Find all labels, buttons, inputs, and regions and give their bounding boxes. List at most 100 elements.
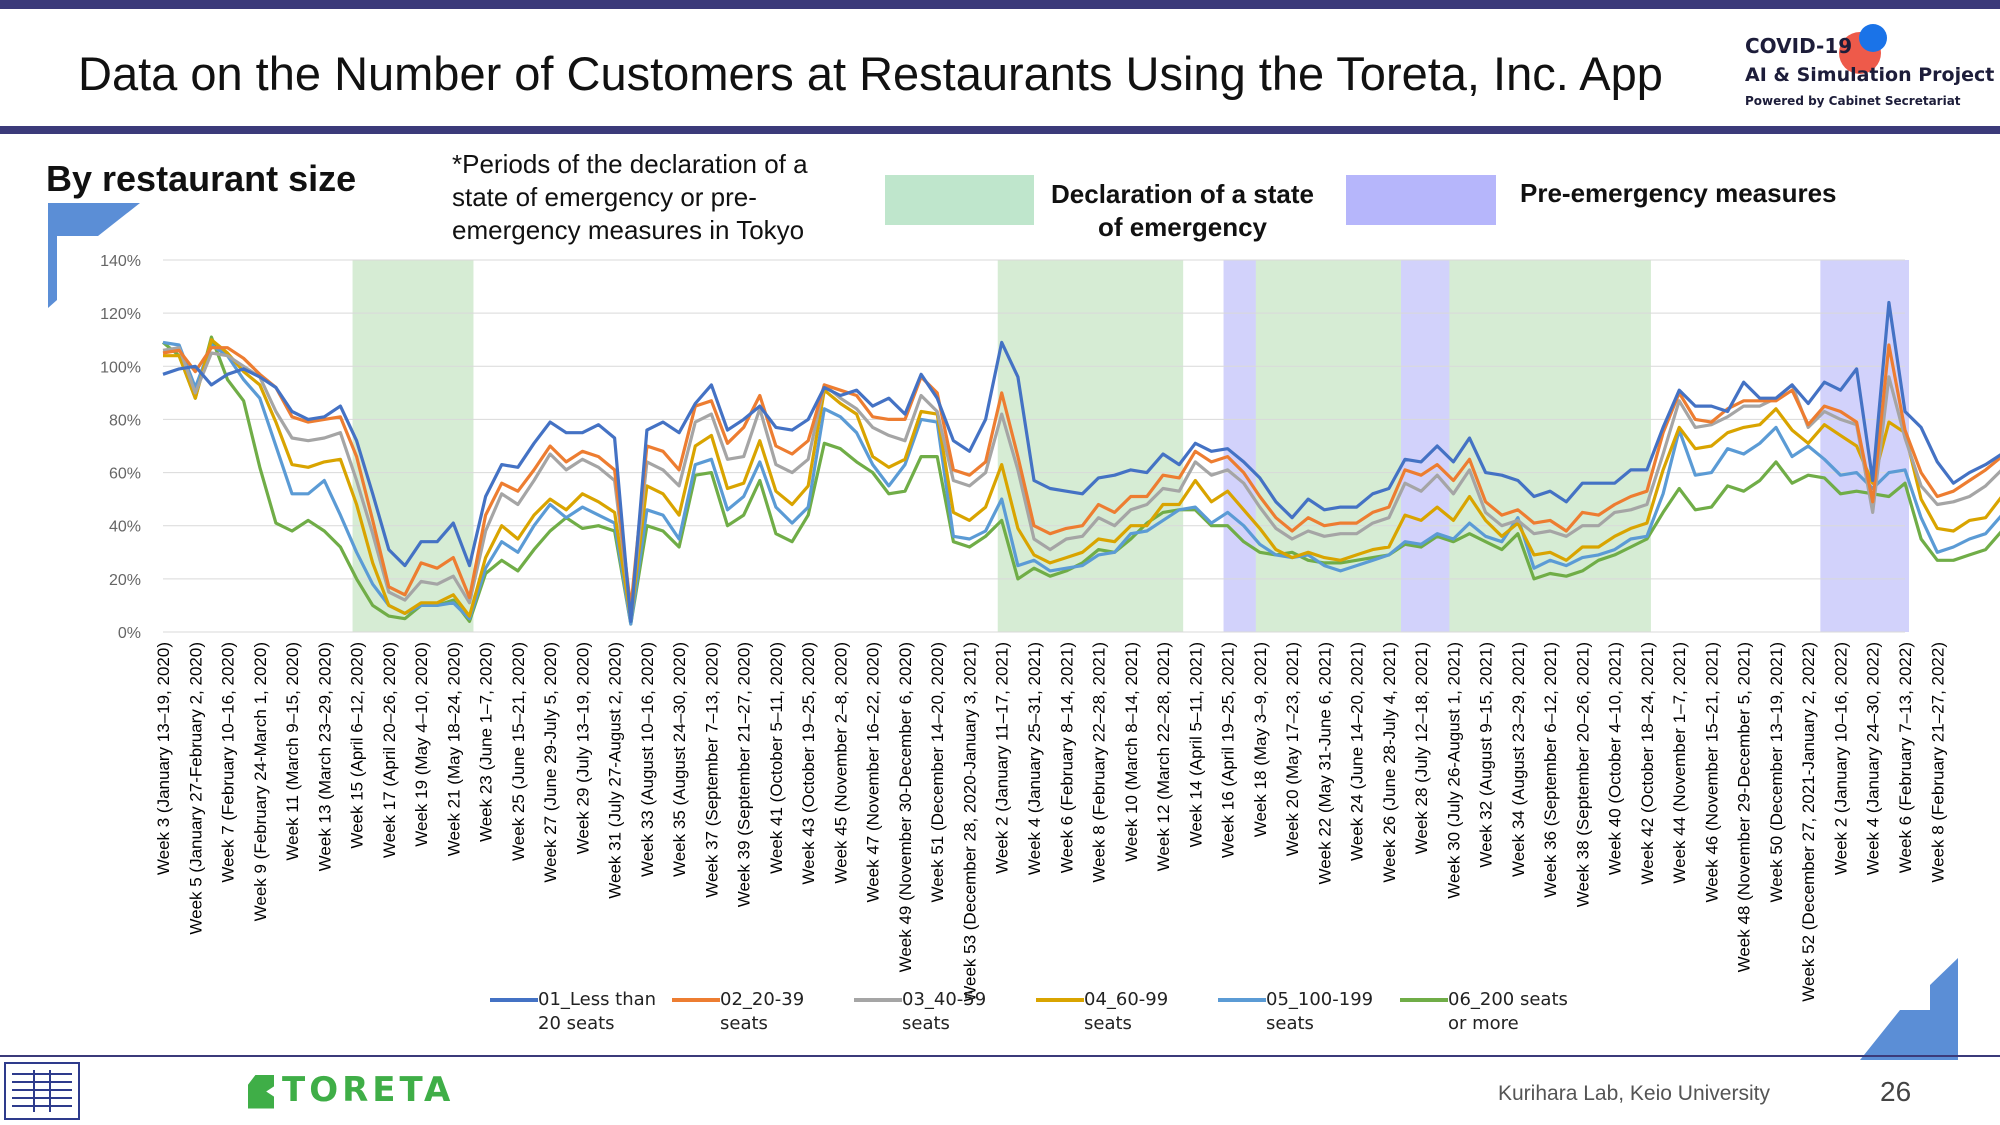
y-tick-label: 40%	[109, 519, 141, 536]
y-tick-label: 80%	[109, 412, 141, 429]
x-tick-label: Week 42 (October 18–24, 2021)	[1638, 642, 1657, 885]
top-accent-bar	[0, 0, 2000, 9]
y-tick-label: 0%	[118, 625, 141, 642]
x-tick-label: Week 14 (April 5–11, 2021)	[1186, 642, 1205, 847]
x-tick-label: Week 51 (December 14–20, 2020)	[928, 642, 947, 903]
x-tick-label: Week 19 (May 4–10, 2020)	[412, 642, 431, 847]
series-line-5	[162, 340, 2000, 626]
x-tick-label: Week 13 (March 23–29, 2020)	[315, 642, 334, 871]
logo-line-2: AI & Simulation Project	[1745, 64, 1995, 86]
corner-decoration-top-left	[48, 203, 140, 308]
series-line-6	[161, 335, 2000, 626]
period-shade-pre_emergency-6	[1820, 260, 1909, 632]
logo-line-1: COVID-19	[1745, 34, 1853, 58]
x-tick-label: Week 35 (August 24–30, 2020)	[670, 642, 689, 877]
y-tick-label: 60%	[109, 466, 141, 483]
logo-blue-dot-icon	[1859, 24, 1887, 52]
y-tick-label: 140%	[100, 253, 141, 270]
x-tick-label: Week 22 (May 31-June 6, 2021)	[1315, 642, 1334, 885]
x-tick-label: Week 32 (August 9–15, 2021)	[1477, 642, 1496, 868]
x-tick-label: Week 7 (February 10–16, 2020)	[219, 642, 238, 883]
pre-emergency-legend-label: Pre-emergency measures	[1520, 178, 1837, 208]
x-tick-label: Week 31 (July 27-August 2, 2020)	[606, 642, 625, 899]
x-tick-label: Week 50 (December 13–19, 2021)	[1767, 642, 1786, 903]
period-shade-emergency-1	[997, 260, 1184, 632]
x-tick-label: Week 18 (May 3–9, 2021)	[1251, 642, 1270, 837]
x-tick-label: Week 30 (July 26-August 1, 2021)	[1444, 642, 1463, 899]
x-tick-label: Week 24 (June 14–20, 2021)	[1348, 642, 1367, 861]
x-tick-label: Week 8 (February 22–28, 2021)	[1090, 642, 1109, 883]
x-tick-label: Week 38 (September 20–26, 2021)	[1573, 642, 1592, 907]
university-logo-icon	[4, 1062, 80, 1120]
x-tick-label: Week 15 (April 6–12, 2020)	[348, 642, 367, 849]
x-tick-label: Week 46 (November 15–21, 2021)	[1702, 642, 1721, 903]
series-legend-swatch	[854, 998, 902, 1002]
period-shade-pre_emergency-4	[1400, 260, 1458, 632]
series-legend-label: 06_200 seats or more	[1448, 989, 1568, 1034]
university-logo-graphic	[12, 1070, 72, 1112]
x-tick-label: Week 33 (August 10–16, 2020)	[638, 642, 657, 877]
x-tick-label: Week 9 (February 24-March 1, 2020)	[251, 642, 270, 921]
series-legend-swatch	[490, 998, 538, 1002]
y-tick-label: 100%	[100, 359, 141, 376]
y-tick-label: 120%	[100, 306, 141, 323]
series-legend-label: 04_60-99 seats	[1084, 989, 1169, 1034]
x-tick-label: Week 16 (April 19–25, 2021)	[1219, 642, 1238, 858]
x-tick-label: Week 4 (January 24–30, 2022)	[1864, 642, 1883, 875]
x-tick-label: Week 25 (June 15–21, 2020)	[509, 642, 528, 861]
toreta-brand-text: TORETA	[282, 1070, 455, 1110]
x-tick-label: Week 3 (January 13–19, 2020)	[154, 642, 173, 875]
emergency-legend-swatch	[885, 175, 1034, 225]
logo-line-3: Powered by Cabinet Secretariat	[1745, 94, 1961, 108]
period-shade-emergency-0	[352, 260, 474, 632]
x-tick-label: Week 20 (May 17–23, 2021)	[1283, 642, 1302, 856]
series-legend-swatch	[1400, 998, 1448, 1002]
series-line-2	[162, 343, 2000, 610]
x-tick-label: Week 53 (December 28, 2020-January 3, 20…	[961, 642, 980, 1002]
x-tick-label: Week 6 (February 8–14, 2021)	[1057, 642, 1076, 873]
page-title: Data on the Number of Customers at Resta…	[78, 47, 1663, 100]
series-legend-swatch	[672, 998, 720, 1002]
pre-emergency-legend-swatch	[1346, 175, 1496, 225]
x-tick-label: Week 34 (August 23–29, 2021)	[1509, 642, 1528, 877]
x-tick-label: Week 10 (March 8–14, 2021)	[1122, 642, 1141, 862]
x-tick-label: Week 8 (February 21–27, 2022)	[1928, 642, 1947, 883]
x-tick-label: Week 23 (June 1–7, 2020)	[477, 642, 496, 842]
x-tick-label: Week 26 (June 28-July 4, 2021)	[1380, 642, 1399, 883]
x-tick-label: Week 45 (November 2–8, 2020)	[831, 642, 850, 884]
series-legend-label: 02_20-39 seats	[720, 989, 805, 1034]
x-tick-label: Week 49 (November 30-December 6, 2020)	[896, 642, 915, 972]
footer-divider	[0, 1055, 2000, 1057]
toreta-mark-icon	[248, 1074, 274, 1109]
series-legend-swatch	[1218, 998, 1266, 1002]
series-line-4	[163, 338, 2000, 621]
x-tick-label: Week 29 (July 13–19, 2020)	[573, 642, 592, 854]
series-legend-label: 05_100-199 seats	[1266, 989, 1374, 1034]
chart-subtitle: By restaurant size	[46, 158, 357, 199]
x-tick-label: Week 37 (September 7–13, 2020)	[702, 642, 721, 898]
y-tick-label: 20%	[109, 572, 141, 589]
corner-decoration-bottom-right	[1860, 958, 1958, 1060]
lab-credit: Kurihara Lab, Keio University	[1498, 1082, 1770, 1105]
series-legend-label: 01_Less than 20 seats	[538, 989, 657, 1034]
emergency-legend-label: Declaration of a state of emergency	[1051, 179, 1314, 242]
x-tick-label: Week 2 (January 10–16, 2022)	[1832, 642, 1851, 875]
x-tick-label: Week 27 (June 29-July 5, 2020)	[541, 642, 560, 883]
toreta-logo: TORETA	[248, 1070, 454, 1110]
x-tick-label: Week 41 (October 5–11, 2020)	[767, 642, 786, 874]
series-legend: 01_Less than 20 seats 02_20-39 seats 03_40…	[490, 988, 1650, 1048]
covid-ai-project-logo: COVID-19 AI & Simulation Project Powered…	[1745, 24, 1994, 114]
page-number: 26	[1880, 1076, 1912, 1107]
header-divider-bar	[0, 126, 2000, 134]
x-tick-label: Week 5 (January 27-February 2, 2020)	[186, 642, 205, 935]
x-tick-label: Week 39 (September 21–27, 2020)	[735, 642, 754, 907]
x-tick-label: Week 44 (November 1–7, 2021)	[1670, 642, 1689, 884]
x-tick-label: Week 48 (November 29-December 5, 2021)	[1735, 642, 1754, 972]
x-tick-label: Week 11 (March 9–15, 2020)	[283, 642, 302, 861]
x-tick-label: Week 52 (December 27, 2021-January 2, 20…	[1799, 642, 1818, 1002]
x-tick-label: Week 43 (October 19–25, 2020)	[799, 642, 818, 885]
period-shade-emergency-5	[1449, 260, 1651, 632]
period-shade-emergency-3	[1255, 260, 1409, 632]
series-legend-swatch	[1036, 998, 1084, 1002]
